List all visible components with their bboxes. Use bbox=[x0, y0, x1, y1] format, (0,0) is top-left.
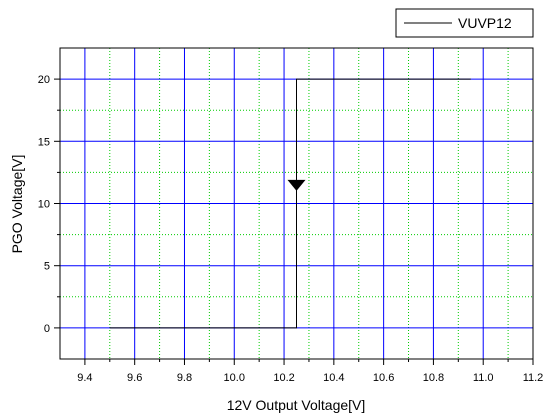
legend-label: VUVP12 bbox=[458, 15, 512, 31]
series-layer bbox=[109, 78, 471, 329]
x-tick-label: 9.8 bbox=[177, 372, 192, 384]
x-tick-label: 9.6 bbox=[127, 372, 142, 384]
x-tick-label: 10.6 bbox=[373, 372, 394, 384]
x-tick-label: 10.0 bbox=[224, 372, 245, 384]
y-tick-label: 0 bbox=[44, 323, 50, 335]
series-line bbox=[109, 78, 471, 329]
legend: VUVP12 bbox=[395, 8, 534, 38]
tick-layer bbox=[54, 78, 534, 365]
y-tick-label: 5 bbox=[44, 261, 50, 273]
y-tick-label: 20 bbox=[38, 74, 50, 86]
y-tick-label: 15 bbox=[38, 136, 50, 148]
x-tick-label: 10.2 bbox=[273, 372, 294, 384]
x-tick-label: 11.2 bbox=[523, 372, 544, 384]
y-tick-label: 10 bbox=[38, 199, 50, 211]
label-layer: 9.4 9.6 9.8 10.0 10.2 10.4 10.6 10.8 11.0 11.2 0 5 1… bbox=[38, 74, 544, 384]
y-axis-title: PGO Voltage[V] bbox=[9, 155, 25, 254]
x-tick-label: 10.8 bbox=[423, 372, 444, 384]
x-tick-label: 11.0 bbox=[473, 372, 494, 384]
x-tick-label: 10.4 bbox=[323, 372, 344, 384]
x-tick-label: 9.4 bbox=[77, 372, 92, 384]
minor-grid bbox=[60, 48, 533, 359]
arrow-down-marker bbox=[287, 179, 306, 191]
x-axis-title: 12V Output Voltage[V] bbox=[227, 397, 366, 413]
